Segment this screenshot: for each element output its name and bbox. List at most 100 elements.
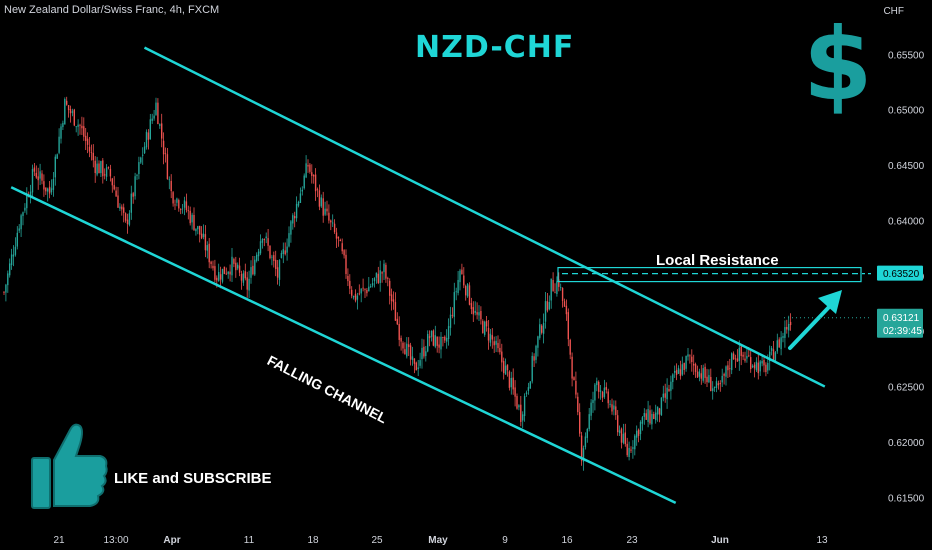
candle-body xyxy=(489,333,492,343)
candle-body xyxy=(721,375,723,383)
resistance-price-tag xyxy=(877,265,923,281)
candle-body xyxy=(664,393,666,398)
candle-body xyxy=(763,359,765,366)
candle-body xyxy=(185,201,188,210)
candle-body xyxy=(518,405,520,408)
candle-body xyxy=(303,175,305,189)
cta-label[interactable]: LIKE and SUBSCRIBE xyxy=(114,470,272,487)
candle-body xyxy=(765,364,767,373)
candle-body xyxy=(56,154,58,159)
x-tick-label: Jun xyxy=(711,535,729,546)
candle-body xyxy=(772,349,775,361)
candle-body xyxy=(702,368,704,381)
candle-body xyxy=(66,100,68,105)
candle-body xyxy=(628,447,630,458)
candle-body xyxy=(166,154,169,180)
candle-body xyxy=(280,252,283,258)
candle-body xyxy=(708,375,710,383)
candle-body xyxy=(140,157,142,163)
candle-body xyxy=(668,388,670,392)
candle-body xyxy=(248,278,250,291)
candle-body xyxy=(143,146,146,154)
candle-body xyxy=(541,325,543,333)
candle-body xyxy=(440,336,442,350)
candle-body xyxy=(712,388,714,391)
candle-body xyxy=(626,443,628,456)
candle-body xyxy=(769,351,771,362)
candle-body xyxy=(719,383,721,385)
x-tick-label: 18 xyxy=(307,535,319,546)
candle-body xyxy=(624,432,626,444)
candle-body xyxy=(311,172,313,176)
up-arrow-icon xyxy=(788,290,842,350)
candle-body xyxy=(252,265,254,275)
candle-body xyxy=(474,310,476,313)
candle-body xyxy=(637,429,640,436)
candle-body xyxy=(276,267,279,278)
candle-body xyxy=(738,347,740,362)
candle-body xyxy=(174,204,176,206)
current-price-tag xyxy=(877,308,923,338)
candle-body xyxy=(14,246,17,255)
candle-body xyxy=(37,176,39,181)
candle-body xyxy=(88,146,91,152)
candle-body xyxy=(603,387,606,397)
candle-body xyxy=(550,278,552,301)
candle-body xyxy=(535,345,537,360)
candle-body xyxy=(159,124,161,126)
candle-body xyxy=(725,366,727,377)
candle-body xyxy=(301,189,303,192)
candle-body xyxy=(459,270,461,283)
candle-body xyxy=(759,361,761,372)
candle-body xyxy=(542,322,545,334)
candle-body xyxy=(645,413,647,420)
thumbs-up-icon[interactable] xyxy=(30,420,110,512)
candle-body xyxy=(392,299,395,303)
candle-body xyxy=(687,354,689,357)
y-axis: 0.655000.650000.645000.640000.635000.630… xyxy=(877,50,925,504)
candle-body xyxy=(320,197,322,207)
candle-body xyxy=(134,176,136,197)
candle-body xyxy=(548,302,550,310)
candle-body xyxy=(590,402,592,416)
candle-body xyxy=(58,136,60,153)
candle-body xyxy=(115,190,117,197)
candle-body xyxy=(389,280,391,296)
x-tick-label: 21 xyxy=(53,535,65,546)
channel-upper-line xyxy=(143,46,826,388)
candle-body xyxy=(503,361,505,374)
candle-body xyxy=(731,353,733,371)
candle-body xyxy=(748,355,750,357)
candle-body xyxy=(145,131,148,148)
candle-body xyxy=(307,165,309,167)
candle-body xyxy=(219,274,222,280)
candle-body xyxy=(24,207,26,211)
channel-lower-line xyxy=(10,186,677,504)
candle-body xyxy=(383,263,385,273)
candle-body xyxy=(102,160,104,177)
candle-body xyxy=(554,292,556,294)
candle-body xyxy=(96,163,98,175)
candle-body xyxy=(69,109,72,114)
candle-body xyxy=(594,384,596,401)
candle-body xyxy=(375,272,378,278)
candle-body xyxy=(161,123,163,139)
candle-body xyxy=(567,312,569,340)
candle-body xyxy=(273,255,275,261)
candle-body xyxy=(592,399,594,404)
y-tick-label: 0.65000 xyxy=(888,106,925,117)
candle-body xyxy=(195,228,197,232)
candle-body xyxy=(713,386,716,388)
candle-body xyxy=(332,222,334,224)
x-tick-label: 16 xyxy=(561,535,573,546)
candle-body xyxy=(259,241,262,254)
candle-body xyxy=(104,174,106,176)
candle-body xyxy=(100,161,102,174)
candle-body xyxy=(157,102,159,125)
candle-body xyxy=(691,356,693,362)
candle-body xyxy=(782,336,784,338)
candle-body xyxy=(411,356,414,360)
candle-body xyxy=(86,138,89,145)
candle-body xyxy=(427,333,429,352)
